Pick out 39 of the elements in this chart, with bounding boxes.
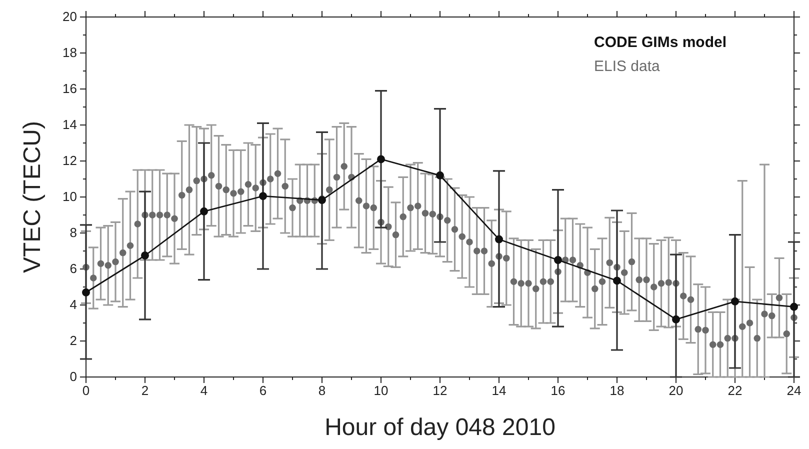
x-tick-label: 6 (259, 383, 267, 398)
point (259, 192, 267, 200)
x-tick-label: 20 (668, 383, 684, 398)
y-tick-label: 10 (62, 189, 77, 204)
x-tick-label: 22 (728, 383, 742, 398)
y-tick-label: 4 (70, 297, 77, 312)
x-tick-label: 4 (200, 383, 208, 398)
y-tick-label: 2 (70, 333, 77, 348)
point (200, 207, 208, 216)
point (377, 155, 385, 164)
y-tick-label: 14 (62, 117, 77, 132)
x-tick-label: 0 (82, 383, 90, 398)
point (790, 302, 798, 311)
y-tick-label: 12 (62, 153, 77, 168)
x-tick-label: 8 (318, 383, 326, 398)
point (141, 252, 149, 260)
y-tick-label: 18 (62, 45, 77, 60)
text: ELIS data (594, 58, 661, 75)
x-tick-label: 10 (374, 383, 388, 398)
y-tick-label: 6 (70, 261, 77, 276)
point (495, 235, 503, 244)
y-tick-label: 8 (70, 225, 77, 240)
x-tick-label: 18 (610, 383, 624, 398)
text: CODE GIMs model (594, 34, 727, 51)
point (613, 276, 621, 285)
x-tick-label: 14 (492, 383, 506, 398)
x-axis-title: Hour of day 048 2010 (324, 414, 556, 441)
y-tick-label: 16 (62, 81, 77, 96)
point (436, 171, 444, 180)
point (672, 315, 680, 324)
y-axis-title: VTEC (TECU) (19, 121, 46, 273)
x-tick-label: 2 (141, 383, 149, 398)
y-tick-label: 20 (62, 9, 77, 24)
y-tick-label: 0 (70, 369, 77, 384)
x-tick-label: 12 (432, 383, 448, 398)
x-tick-label: 24 (786, 383, 802, 398)
x-tick-label: 16 (550, 383, 566, 398)
point (731, 297, 739, 306)
point (554, 256, 562, 264)
